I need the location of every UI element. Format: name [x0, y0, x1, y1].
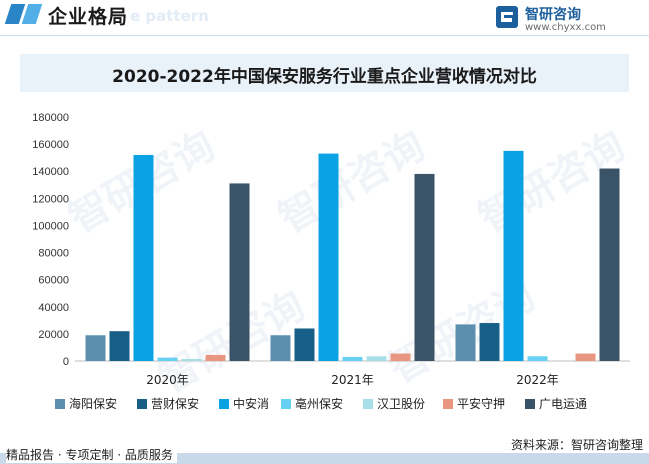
legend-swatch	[525, 399, 535, 409]
y-tick-label: 60000	[38, 275, 69, 287]
bar	[455, 324, 476, 361]
page-title: 企业格局	[48, 6, 129, 28]
bar	[527, 356, 548, 361]
y-tick-label: 0	[63, 356, 69, 368]
y-tick-label: 80000	[38, 248, 69, 260]
bar-chart: 0 20000 40000 60000 80000 100000 120000 140000 1…	[32, 112, 630, 411]
bar	[270, 335, 291, 361]
legend-swatch	[219, 399, 229, 409]
y-tick-label: 120000	[32, 193, 69, 205]
legend-swatch	[363, 399, 373, 409]
legend-label: 广电运通	[539, 397, 587, 411]
bar	[109, 331, 130, 361]
brand-url: www.chyxx.com	[525, 22, 606, 33]
legend-label: 海阳保安	[69, 396, 117, 411]
bar	[503, 150, 524, 361]
legend-swatch	[281, 399, 291, 409]
y-tick-label: 160000	[32, 139, 69, 151]
brand-logo: 智研咨询 www.chyxx.com	[495, 3, 635, 35]
data-source: 资料来源：智研咨询整理	[510, 438, 643, 452]
y-tick-label: 140000	[32, 166, 69, 178]
chart-title-bar: 2020-2022年中国保安服务行业重点企业营收情况对比	[20, 54, 629, 92]
page-footer: 精品报告 · 专项定制 · 品质服务 资料来源：智研咨询整理	[0, 436, 649, 464]
bar	[599, 168, 620, 361]
brand-name: 智研咨询	[525, 7, 581, 23]
bar	[229, 183, 250, 361]
bar	[390, 353, 411, 361]
bar	[157, 357, 178, 361]
legend-label: 汉卫股份	[377, 397, 425, 411]
y-tick-label: 40000	[38, 302, 69, 314]
bar	[575, 353, 596, 361]
bar	[133, 154, 154, 361]
bar	[181, 358, 202, 361]
y-tick-label: 100000	[32, 220, 69, 232]
y-tick-label: 20000	[38, 329, 69, 341]
header-divider	[0, 35, 649, 36]
bar	[205, 354, 226, 361]
bar	[479, 323, 500, 361]
legend-label: 中安消	[233, 396, 269, 411]
y-tick-label: 180000	[32, 112, 69, 124]
footer-tagline: 精品报告 · 专项定制 · 品质服务	[6, 446, 177, 463]
bar	[366, 356, 387, 361]
bar	[414, 173, 435, 361]
bar	[342, 356, 363, 361]
bar	[85, 335, 106, 361]
header-ghost-text: e pattern	[130, 7, 209, 25]
legend-label: 平安守押	[457, 396, 505, 411]
bar	[318, 153, 339, 361]
legend-label: 营财保安	[151, 396, 199, 411]
chart-title: 2020-2022年中国保安服务行业重点企业营收情况对比	[112, 67, 537, 87]
bar	[294, 328, 315, 361]
footer-bar	[0, 453, 649, 464]
page-header: e pattern 企业格局 智研咨询 www.chyxx.com	[0, 0, 649, 36]
legend-swatch	[443, 399, 453, 409]
header-accent-icon	[21, 4, 43, 24]
brand-logo-icon	[496, 6, 518, 28]
x-tick-label: 2020年	[146, 373, 189, 387]
legend-swatch	[55, 399, 65, 409]
x-tick-label: 2021年	[331, 373, 374, 387]
x-tick-label: 2022年	[516, 373, 559, 387]
legend-swatch	[137, 399, 147, 409]
legend-label: 亳州保安	[295, 396, 343, 411]
